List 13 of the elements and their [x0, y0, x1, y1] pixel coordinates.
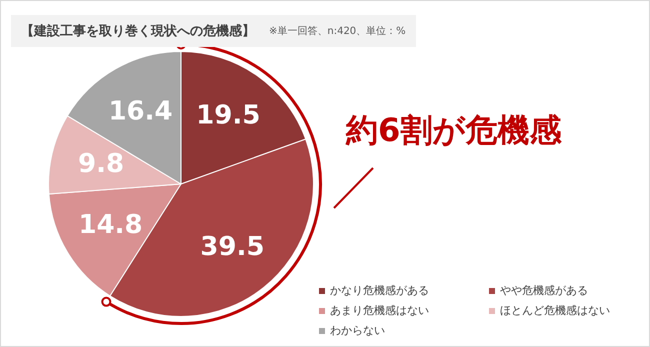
- chart-subtitle: ※単一回答、n:420、単位：%: [269, 25, 406, 38]
- legend-label: やや危機感がある: [499, 283, 589, 298]
- data-label: 19.5: [196, 100, 260, 131]
- text: 約6割が危機感: [346, 110, 562, 151]
- legend-label: あまり危機感はない: [329, 303, 430, 318]
- legend-label: ほとんど危機感はない: [499, 303, 611, 318]
- legend-label: わからない: [329, 323, 386, 338]
- data-label: 16.4: [108, 96, 173, 126]
- data-label: 9.8: [78, 148, 124, 179]
- chart-title: 【建設工事を取り巻く現状への危機感】: [21, 23, 255, 40]
- data-label: 39.5: [200, 232, 264, 262]
- data-label: 14.8: [78, 210, 143, 240]
- legend-label: かなり危機感がある: [329, 283, 430, 298]
